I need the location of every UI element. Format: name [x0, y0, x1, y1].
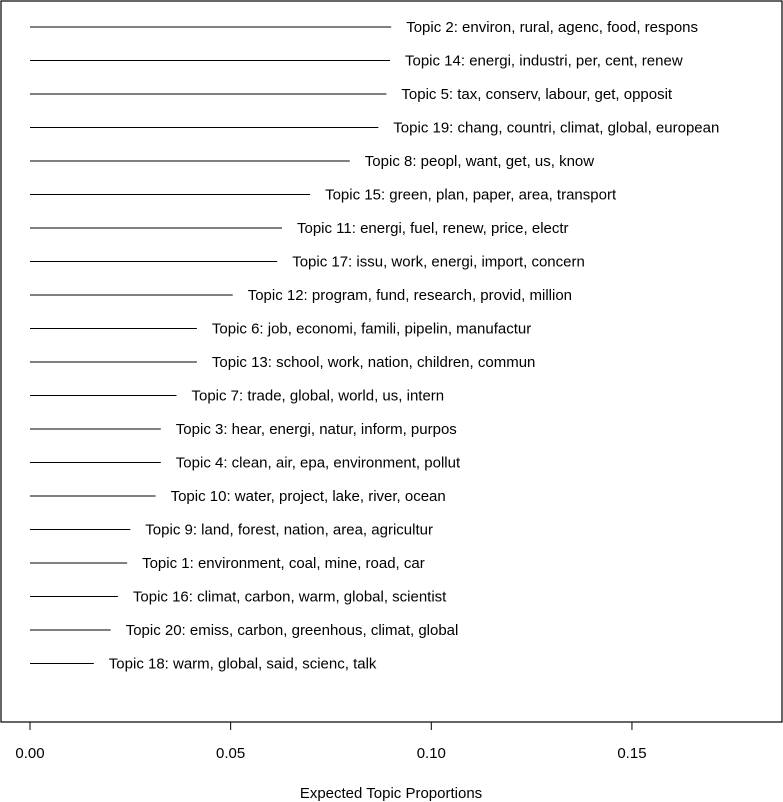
topic-label: Topic 1: environment, coal, mine, road, … [142, 555, 425, 572]
topic-label: Topic 15: green, plan, paper, area, tran… [325, 187, 617, 204]
x-tick-label: 0.15 [617, 745, 646, 762]
topic-label: Topic 5: tax, conserv, labour, get, oppo… [401, 86, 673, 103]
x-tick-label: 0.10 [417, 745, 446, 762]
topic-label: Topic 9: land, forest, nation, area, agr… [145, 522, 433, 539]
x-tick-label: 0.05 [216, 745, 245, 762]
topic-label: Topic 8: peopl, want, get, us, know [365, 153, 594, 170]
topic-label: Topic 18: warm, global, said, scienc, ta… [109, 656, 377, 673]
topic-label: Topic 13: school, work, nation, children… [212, 354, 536, 371]
topic-label: Topic 20: emiss, carbon, greenhous, clim… [126, 622, 459, 639]
topic-label: Topic 19: chang, countri, climat, global… [393, 120, 719, 137]
topic-label: Topic 16: climat, carbon, warm, global, … [133, 589, 447, 606]
topic-label: Topic 7: trade, global, world, us, inter… [192, 388, 445, 405]
topic-label: Topic 11: energi, fuel, renew, price, el… [297, 220, 569, 237]
topic-label: Topic 17: issu, work, energi, import, co… [292, 254, 585, 271]
x-tick-label: 0.00 [15, 745, 44, 762]
topic-label: Topic 6: job, economi, famili, pipelin, … [212, 321, 531, 338]
topic-label: Topic 10: water, project, lake, river, o… [171, 488, 446, 505]
topic-label: Topic 14: energi, industri, per, cent, r… [405, 53, 683, 70]
x-axis: 0.00 0.05 0.10 0.15 [15, 721, 647, 762]
topic-label: Topic 12: program, fund, research, provi… [248, 287, 572, 304]
topic-bars [30, 26, 392, 664]
topic-labels: Topic 2: environ, rural, agenc, food, re… [109, 19, 720, 673]
topic-label: Topic 2: environ, rural, agenc, food, re… [406, 19, 698, 36]
x-axis-title: Expected Topic Proportions [300, 785, 482, 802]
topic-label: Topic 3: hear, energi, natur, inform, pu… [176, 421, 457, 438]
topic-label: Topic 4: clean, air, epa, environment, p… [176, 455, 461, 472]
